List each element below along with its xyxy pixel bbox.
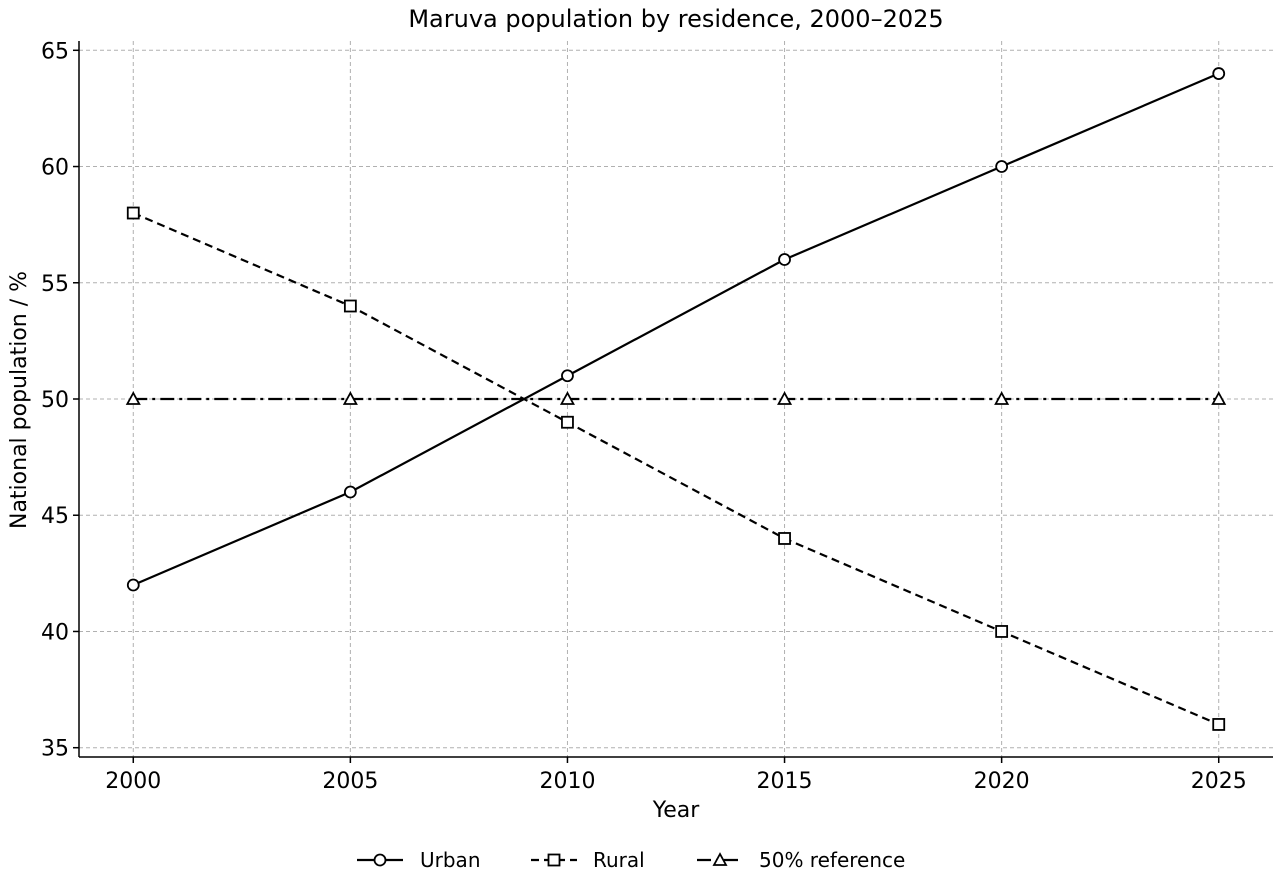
legend-label: Urban [420,848,481,872]
data-point [778,532,791,545]
data-point [343,485,357,499]
data-point [1212,67,1226,80]
legend: Urban Rural 50% reference [357,848,905,872]
x-tick-label: 2025 [1191,769,1247,794]
data-point [777,391,793,405]
x-tick-label: 2000 [105,769,161,794]
series-layer [125,67,1227,731]
data-point [995,160,1009,173]
series-circle [126,67,1226,592]
y-tick-label: 65 [41,39,69,64]
y-tick-label: 45 [41,504,69,529]
data-point [561,415,574,429]
y-tick-label: 50 [41,388,69,413]
legend-label: Rural [593,848,645,872]
chart-title: Maruva population by residence, 2000–202… [408,5,943,33]
data-point [559,391,575,405]
x-tick-label: 2005 [322,769,378,794]
tick-labels: 2000 2005 2010 2015 2020 2025 35 40 45 50 55 60 65 [41,39,1247,794]
data-point [1211,391,1227,405]
y-tick-label: 55 [41,272,69,297]
data-point [994,391,1010,405]
legend-label: 50% reference [759,848,905,872]
data-point [342,391,358,405]
y-tick-label: 35 [41,737,69,762]
data-point [126,578,140,592]
y-axis-title: National population / % [7,271,32,529]
data-point [125,391,141,405]
legend-item: Rural [531,848,645,872]
series-line [132,72,1220,586]
data-point [778,253,791,266]
data-point [995,625,1009,638]
series-square [126,206,1226,731]
legend-item: 50% reference [697,848,905,872]
x-tick-label: 2020 [974,769,1030,794]
y-tick-label: 60 [41,156,69,181]
x-tick-label: 2015 [757,769,813,794]
y-tick-label: 40 [41,620,69,645]
data-point [343,299,357,313]
legend-swatch-marker [373,853,387,867]
data-point [126,206,140,220]
data-point [1212,718,1226,731]
series-line [132,212,1220,726]
data-point [561,369,574,383]
series-triangle [125,391,1227,405]
legend-swatch-marker [712,852,728,866]
axes [73,41,1273,763]
legend-swatch-marker [547,853,561,867]
x-axis-title: Year [652,798,701,823]
legend-item: Urban [357,848,481,872]
x-tick-label: 2010 [539,769,595,794]
